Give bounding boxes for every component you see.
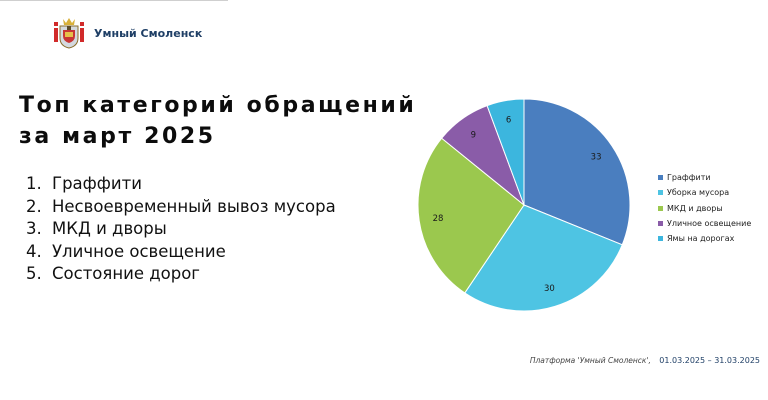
list-item: 4. Уличное освещение xyxy=(26,241,336,264)
footer: Платформа 'Умный Смоленск', 01.03.2025 –… xyxy=(530,356,760,365)
pie-slice xyxy=(486,98,525,206)
header-divider xyxy=(0,0,228,1)
legend-label: Граффити xyxy=(667,173,711,182)
legend-swatch xyxy=(658,190,663,196)
pie-data-label: 30 xyxy=(544,284,555,294)
legend-item: Уличное освещение xyxy=(658,216,751,231)
legend-item: МКД и дворы xyxy=(658,201,751,216)
legend-item: Граффити xyxy=(658,170,751,185)
pie-data-label: 28 xyxy=(433,214,444,224)
legend-label: МКД и дворы xyxy=(667,203,723,213)
legend-label: Уборка мусора xyxy=(667,188,730,198)
legend-swatch xyxy=(658,236,663,242)
legend-swatch xyxy=(658,221,663,227)
list-item-number: 1. xyxy=(26,174,42,193)
legend-label: Ямы на дорогах xyxy=(667,234,735,244)
pie-chart: 33 30 28 9 6 xyxy=(417,98,631,312)
legend-item: Ямы на дорогах xyxy=(658,231,751,246)
pie-slice xyxy=(523,98,631,246)
list-item: 2. Несвоевременный вывоз мусора xyxy=(26,196,336,219)
list-item: 5. Состояние дорог xyxy=(26,263,336,286)
smolensk-coat-of-arms-icon xyxy=(52,16,86,50)
top-categories-list: 1. Граффити 2. Несвоевременный вывоз мусор… xyxy=(26,173,336,286)
list-item: 1. Граффити xyxy=(26,173,336,196)
legend-swatch xyxy=(658,205,663,211)
footer-platform: Платформа 'Умный Смоленск', xyxy=(529,356,651,365)
list-item-label: Состояние дорог xyxy=(52,264,200,283)
legend-item: Уборка мусора xyxy=(658,185,751,200)
pie-slice xyxy=(464,204,623,312)
list-item-label: Граффити xyxy=(52,174,142,193)
brand: Умный Смоленск xyxy=(52,16,202,50)
pie-data-label: 6 xyxy=(506,115,511,125)
list-item-number: 4. xyxy=(26,241,42,261)
list-item-number: 3. xyxy=(26,219,42,238)
list-item: 3. МКД и дворы xyxy=(26,218,336,241)
legend-swatch xyxy=(658,175,663,181)
pie-slice xyxy=(417,137,525,294)
title-line-1: Топ категорий обращений xyxy=(19,93,417,118)
chart-legend: Граффити Уборка мусора МКД и дворы Уличн… xyxy=(658,170,751,246)
list-item-number: 5. xyxy=(26,264,42,283)
title-line-2: за март 2025 xyxy=(19,124,216,149)
legend-label: Уличное освещение xyxy=(667,218,752,228)
list-item-label: Несвоевременный вывоз мусора xyxy=(52,196,336,216)
brand-name: Умный Смоленск xyxy=(94,26,203,40)
footer-period: 01.03.2025 – 31.03.2025 xyxy=(659,356,760,365)
list-item-number: 2. xyxy=(26,196,42,216)
pie-data-label: 33 xyxy=(591,152,602,162)
list-item-label: Уличное освещение xyxy=(52,241,226,261)
pie-data-label: 9 xyxy=(471,130,476,140)
page-title: Топ категорий обращений за март 2025 xyxy=(19,90,416,152)
list-item-label: МКД и дворы xyxy=(52,219,167,238)
